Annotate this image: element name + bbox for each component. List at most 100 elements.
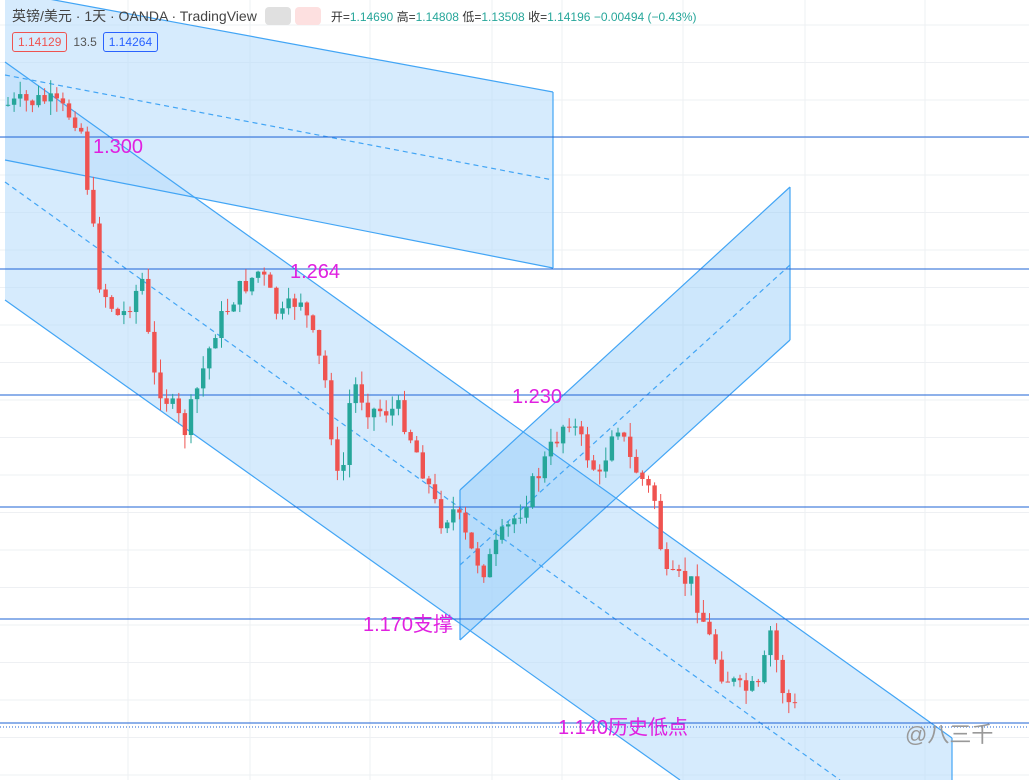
candle-body — [573, 426, 578, 428]
candle-body — [768, 630, 773, 656]
candle-body — [689, 576, 694, 584]
watermark: @八三千 — [905, 722, 993, 747]
candle-body — [506, 524, 511, 527]
candle-body — [310, 315, 316, 331]
symbol-title[interactable]: 英镑/美元 · 1天 · OANDA · TradingView — [12, 8, 257, 24]
level-lines — [0, 136, 1029, 728]
candle-body — [72, 117, 78, 128]
candle-body — [60, 98, 66, 104]
annotation: 1.300 — [93, 136, 143, 158]
header: 英镑/美元 · 1天 · OANDA · TradingView 开=1.146… — [12, 6, 697, 26]
candle-body — [499, 526, 505, 540]
candle-body — [133, 290, 139, 313]
candle-body — [524, 507, 529, 518]
candle-body — [743, 680, 749, 691]
ohlc-label: 开= — [330, 9, 350, 24]
spread: 13.5 — [73, 35, 97, 49]
candle-body — [121, 311, 127, 316]
candle-body — [377, 408, 383, 412]
candle-body — [304, 302, 310, 316]
candle-body — [341, 464, 346, 471]
candle-body — [682, 570, 688, 584]
candle-body — [176, 398, 181, 414]
candle-body — [493, 539, 499, 555]
candle-body — [152, 331, 157, 373]
candle-body — [640, 472, 645, 480]
candle-body — [609, 436, 615, 461]
candle-body — [249, 277, 255, 292]
candle-body — [201, 368, 206, 389]
annotation: 1.230 — [512, 386, 562, 408]
candle-body — [445, 522, 450, 529]
candle-body — [30, 100, 35, 106]
candle-body — [347, 403, 352, 465]
candle-body — [48, 93, 53, 102]
candle-body — [262, 271, 267, 275]
candle-body — [707, 621, 712, 635]
candle-body — [615, 432, 621, 437]
candle-body — [292, 298, 297, 307]
candle-body — [725, 681, 730, 683]
annotation: 1.264 — [290, 261, 340, 283]
candle-body — [756, 680, 761, 683]
candle-body — [24, 94, 29, 101]
candle-body — [542, 456, 547, 479]
candle-body — [731, 678, 737, 682]
candle-body — [36, 95, 41, 106]
candle-body — [66, 103, 72, 118]
candle-body — [481, 565, 486, 578]
ohlc-value: 1.14690 — [349, 9, 394, 24]
compare-button[interactable] — [294, 7, 321, 25]
candle-body — [371, 408, 377, 418]
candle-body — [451, 509, 456, 523]
change: −0.00494 (−0.43%) — [593, 9, 697, 24]
candle-body — [670, 569, 676, 571]
candle-body — [243, 280, 249, 292]
candle-body — [11, 98, 17, 105]
candle-body — [469, 532, 474, 549]
candle-body — [286, 298, 291, 309]
candle-body — [420, 452, 425, 479]
candle-body — [365, 402, 371, 418]
ohlc-label: 低= — [462, 9, 482, 24]
candle-body — [396, 400, 401, 409]
candle-body — [268, 274, 273, 288]
candle-body — [652, 485, 657, 501]
candle-body — [213, 338, 218, 349]
ohlc-value: 1.14808 — [415, 9, 459, 24]
hide-button[interactable] — [264, 7, 291, 25]
candle-body — [115, 308, 120, 316]
candle-body — [329, 380, 334, 440]
candle-body — [85, 131, 90, 190]
candle-body — [194, 388, 200, 400]
buy-price[interactable]: 1.14264 — [102, 32, 159, 52]
candle-body — [335, 439, 340, 471]
candle-body — [438, 499, 444, 529]
candle-body — [109, 297, 114, 309]
candle-body — [140, 278, 145, 291]
candle-body — [384, 411, 389, 416]
sell-price[interactable]: 1.14129 — [12, 32, 68, 52]
candle-body — [146, 278, 151, 332]
candle-body — [676, 569, 682, 571]
price-boxes: 1.14129 13.5 1.14264 — [12, 32, 159, 52]
candle-body — [237, 280, 242, 305]
candle-body — [18, 94, 23, 99]
candle-body — [792, 702, 798, 704]
candle-body — [5, 104, 11, 106]
candle-body — [164, 398, 169, 404]
candle-body — [658, 500, 663, 550]
candle-body — [280, 308, 285, 314]
candle-body — [603, 460, 608, 472]
candle-body — [719, 659, 724, 682]
candle-body — [42, 95, 47, 102]
candle-body — [188, 399, 194, 436]
candle-body — [158, 372, 163, 399]
channel-fill — [460, 187, 790, 640]
candle-body — [127, 311, 133, 313]
candle-body — [597, 469, 602, 472]
candle-body — [780, 659, 785, 694]
candle-body — [231, 304, 236, 312]
candle-body — [701, 612, 706, 622]
